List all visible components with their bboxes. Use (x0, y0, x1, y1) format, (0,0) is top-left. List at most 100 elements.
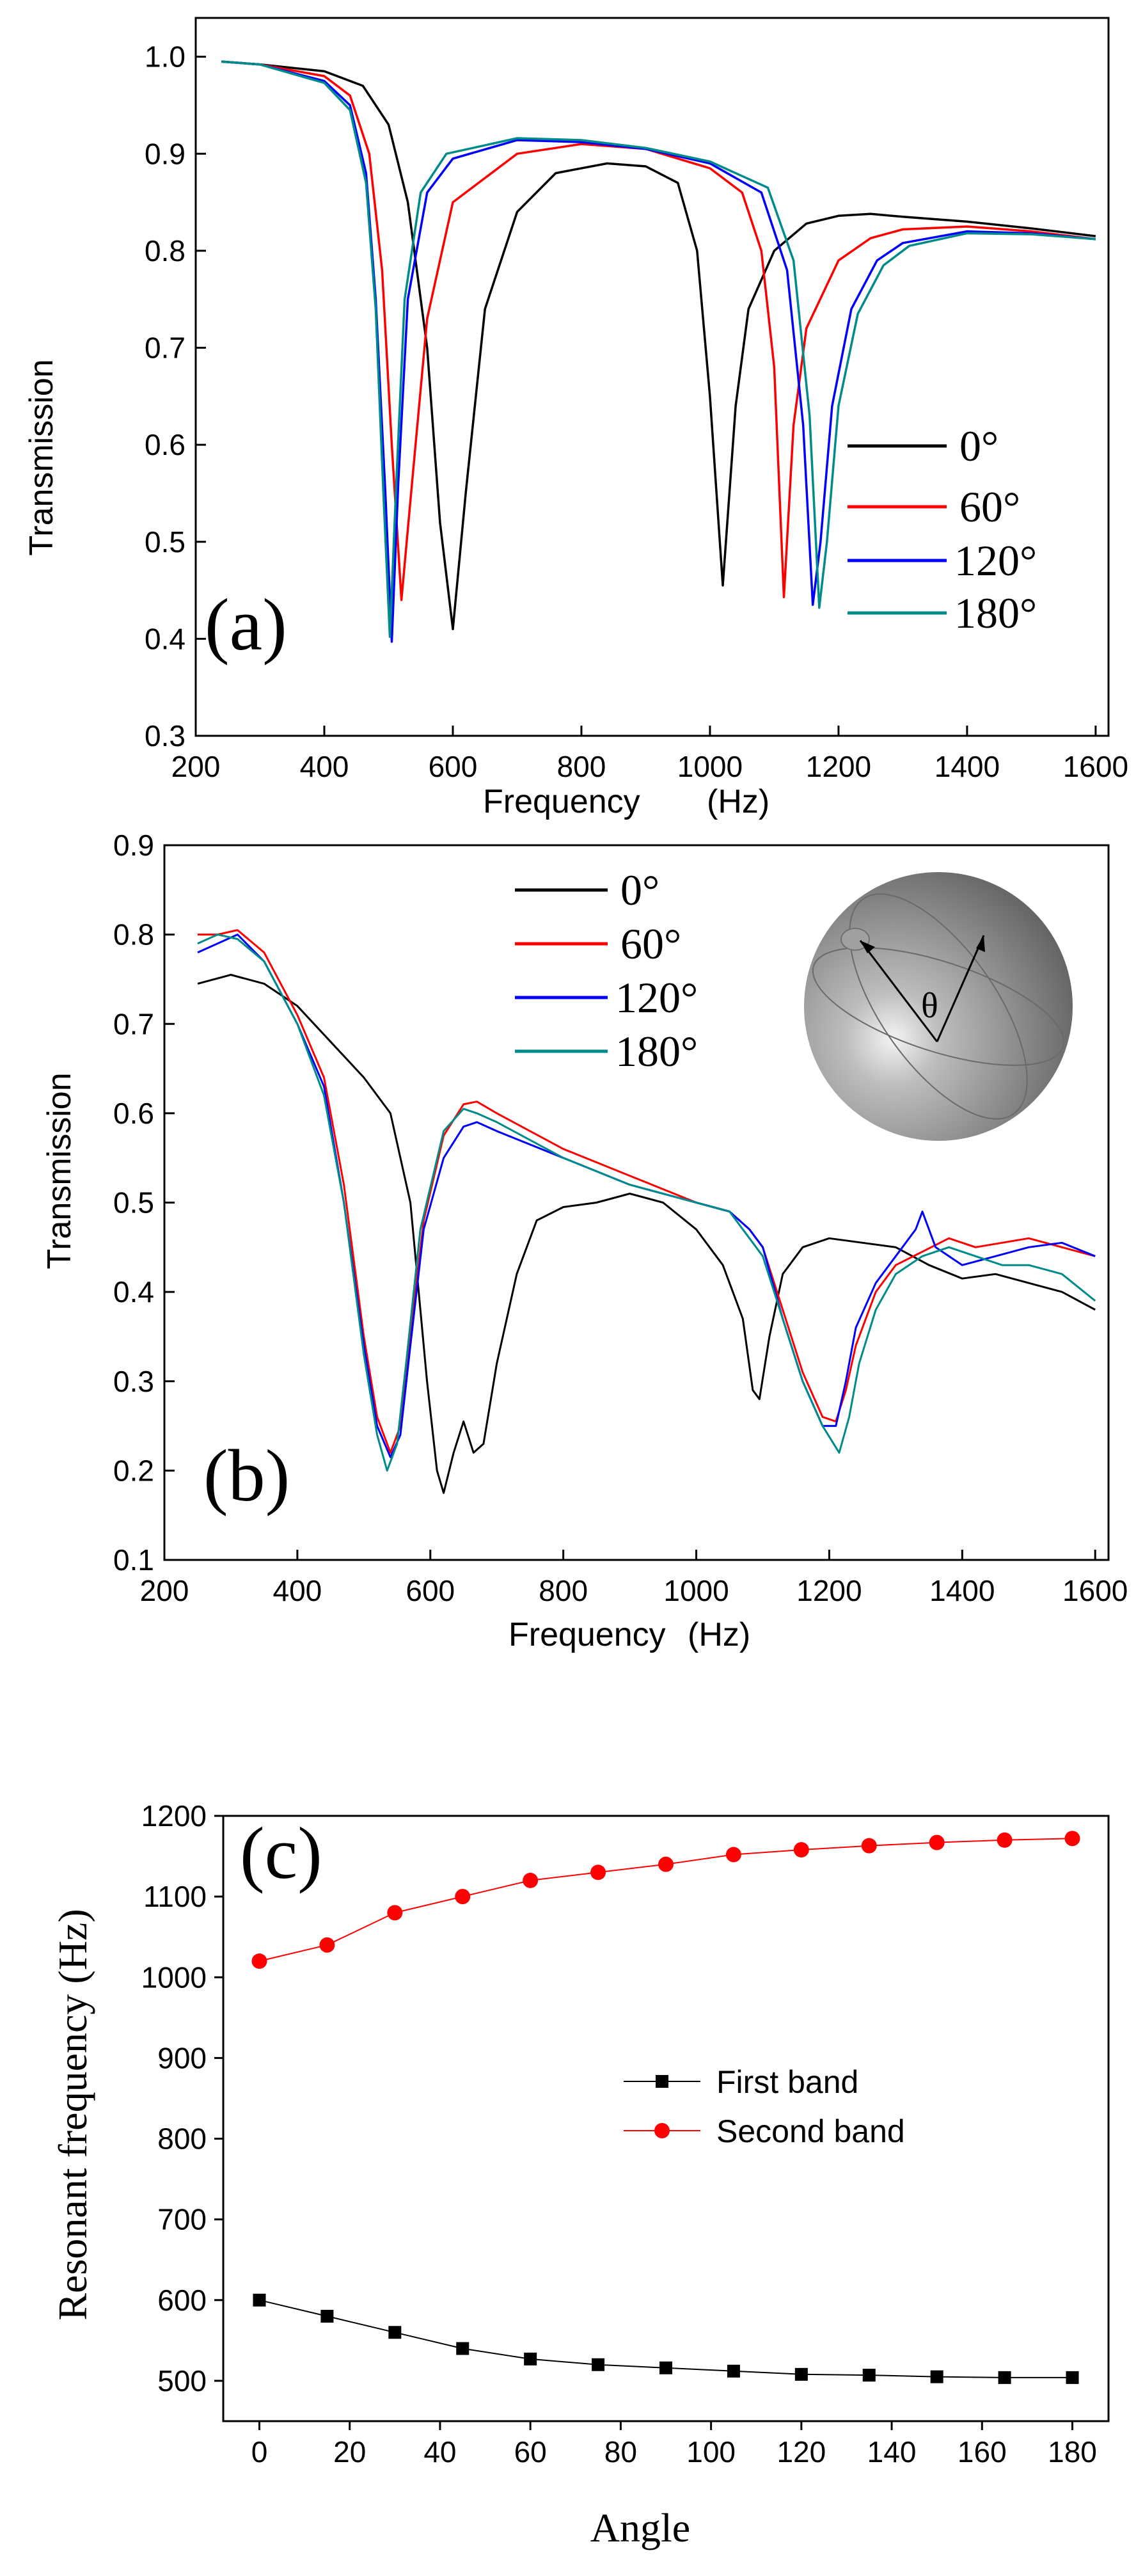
panel-c-plot: 0 20 40 60 80 100 120 140 160 180 500 600 700 800 900 1… (141, 1799, 1110, 2469)
y-tick-label: 1.0 (145, 40, 185, 74)
y-tick-label: 600 (157, 2284, 207, 2317)
x-tick-label: 60 (514, 2435, 547, 2469)
data-point-second-band (997, 1832, 1013, 1848)
x-tick-label: 40 (423, 2435, 456, 2469)
data-point-first-band (1066, 2371, 1079, 2384)
data-point-first-band (320, 2310, 334, 2323)
series-line-a-3 (221, 60, 1096, 639)
data-point-second-band (658, 1856, 674, 1872)
y-tick-label: 0.7 (145, 331, 185, 365)
x-tick-label: 140 (867, 2435, 917, 2469)
theta-arrowhead-right (976, 935, 985, 952)
legend-label-60deg: 60° (959, 482, 1020, 531)
y-tick-label: 0.8 (113, 918, 154, 951)
legend-c-label-second: Second band (716, 2113, 905, 2149)
panel-c-legend: First band Second band (624, 2064, 905, 2149)
sphere-body (804, 872, 1073, 1141)
x-tick-label: 400 (300, 750, 349, 783)
y-tick-label: 0.5 (145, 525, 185, 559)
legend-c-label-first: First band (716, 2064, 858, 2100)
y-tick-label: 0.6 (113, 1097, 154, 1130)
data-point-first-band (862, 2369, 876, 2382)
x-tick-label: 1000 (677, 750, 743, 783)
legend-label-0deg: 0° (959, 422, 998, 470)
y-tick-label: 0.9 (113, 829, 154, 862)
data-point-second-band (861, 1838, 877, 1854)
y-tick-label: 800 (157, 2122, 207, 2156)
y-tick-label: 0.8 (145, 234, 185, 267)
theta-arrowhead-left (860, 941, 875, 953)
data-point-second-band (1064, 1831, 1080, 1847)
panel-c: Resonant frequency (Hz) Angle 0 20 40 60 80 1… (50, 1799, 1110, 2550)
legend-label-180deg: 180° (954, 589, 1037, 637)
sphere-equator (812, 947, 1065, 1066)
data-point-second-band (590, 1864, 606, 1880)
legend-b-label-0deg: 0° (620, 866, 659, 914)
panel-a-plot: 200 400 600 800 1000 1200 1400 1600 0.3 0.4 0.5 0.6… (145, 17, 1128, 783)
panel-a-legend: 0° 60° 120° 180° (848, 422, 1037, 637)
data-point-second-band (455, 1889, 471, 1905)
theta-arrow-left (859, 940, 938, 1042)
data-point-second-band (793, 1841, 809, 1857)
panel-b-xlabel: Frequency (509, 1616, 666, 1653)
data-point-first-band (930, 2370, 943, 2383)
x-tick-label: 600 (429, 750, 478, 783)
x-tick-label: 100 (686, 2435, 736, 2469)
y-tick-label: 500 (157, 2364, 207, 2397)
theta-label: θ (921, 986, 938, 1026)
legend-b-label-60deg: 60° (620, 919, 681, 968)
series-line-a-0 (221, 60, 1096, 630)
data-point-first-band (456, 2342, 469, 2355)
series-line-b-3 (197, 934, 1096, 1472)
y-tick-label: 0.2 (113, 1454, 154, 1487)
panel-a-frame (194, 17, 1110, 737)
y-tick-label: 0.9 (145, 137, 185, 170)
data-point-first-band (794, 2367, 808, 2381)
y-tick-label: 900 (157, 2041, 207, 2074)
y-tick-label: 0.3 (145, 719, 185, 752)
x-tick-label: 200 (140, 1574, 189, 1607)
panel-a-ylabel: Transmission (23, 359, 60, 555)
panel-b-plot: 200 400 600 800 1000 1200 1400 1600 0.1 0.2 0.3 0.4… (113, 829, 1128, 1607)
panel-b-xunit: (Hz) (688, 1616, 750, 1653)
legend-c-marker-first (656, 2075, 668, 2088)
sphere-inset: θ (804, 872, 1073, 1141)
y-tick-label: 0.5 (113, 1186, 154, 1220)
data-point-second-band (725, 1847, 741, 1863)
x-tick-label: 600 (406, 1574, 455, 1607)
data-point-first-band (727, 2364, 740, 2378)
data-point-second-band (251, 1953, 267, 1969)
panel-b-legend: 0° 60° 120° 180° (515, 866, 698, 1076)
x-tick-label: 120 (777, 2435, 826, 2469)
panel-a-letter: (a) (205, 584, 287, 666)
panel-c-letter: (c) (240, 1813, 322, 1895)
series-line-b-0 (197, 974, 1096, 1494)
y-tick-label: 0.7 (113, 1007, 154, 1040)
x-tick-label: 1400 (935, 750, 1000, 783)
data-point-first-band (592, 2358, 605, 2371)
y-tick-label: 0.4 (113, 1275, 154, 1308)
legend-b-label-120deg: 120° (615, 973, 698, 1022)
x-tick-label: 20 (333, 2435, 366, 2469)
panel-c-xlabel: Angle (590, 2505, 690, 2550)
panel-a: Transmission Frequency (Hz) 200 400 600 800… (23, 17, 1128, 820)
panel-b: Transmission Frequency (Hz) 200 400 600 800… (41, 829, 1128, 1653)
data-point-second-band (319, 1937, 335, 1953)
legend-c-marker-second (654, 2123, 670, 2138)
y-tick-label: 1100 (143, 1880, 207, 1913)
data-point-first-band (253, 2293, 266, 2307)
x-tick-label: 800 (557, 750, 606, 783)
y-tick-label: 1000 (141, 1960, 207, 1994)
x-tick-label: 1400 (929, 1574, 995, 1607)
panel-c-frame (222, 1815, 1110, 2422)
theta-arrow-right (936, 935, 985, 1042)
data-point-first-band (659, 2361, 672, 2374)
y-tick-label: 0.4 (145, 622, 185, 655)
panel-b-letter: (b) (203, 1435, 290, 1517)
data-point-first-band (388, 2326, 402, 2339)
sphere-meridian (849, 893, 1028, 1120)
data-point-second-band (929, 1834, 945, 1850)
x-tick-label: 200 (171, 750, 221, 783)
